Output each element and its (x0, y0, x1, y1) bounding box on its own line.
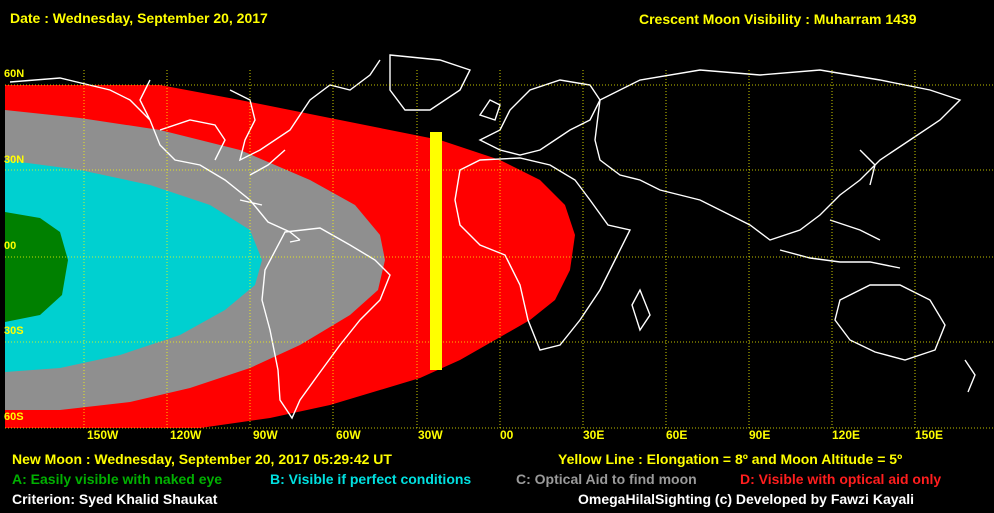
lat-label-60s: 60S (4, 411, 24, 423)
criterion-label: Criterion: Syed Khalid Shaukat (12, 491, 218, 507)
legend-d: D: Visible with optical aid only (740, 471, 942, 487)
greenland-coast (389, 54, 471, 111)
lon-label-90w: 90W (253, 428, 278, 442)
lon-label-150e: 150E (915, 428, 944, 442)
legend-c: C: Optical Aid to find moon (516, 471, 697, 487)
lon-label-60w: 60W (336, 428, 361, 442)
zone-a-naked-eye (5, 212, 68, 322)
coastlines (9, 54, 976, 420)
lon-label-120e: 120E (832, 428, 861, 442)
map-title: Crescent Moon Visibility : Muharram 1439 (639, 11, 917, 27)
lon-label-120w: 120W (170, 428, 202, 442)
lat-label-30s: 30S (4, 325, 24, 337)
lon-label-60e: 60E (666, 428, 688, 442)
lon-label-150w: 150W (87, 428, 119, 442)
visibility-zones (5, 85, 575, 428)
lon-label-00: 00 (500, 428, 514, 442)
yellow-line (430, 132, 442, 370)
credit-label: OmegaHilalSighting (c) Developed by Fawz… (578, 491, 915, 507)
legend-b: B: Visible if perfect conditions (270, 471, 472, 487)
yellow-line-label: Yellow Line : Elongation = 8º and Moon A… (558, 451, 903, 467)
indonesia-coast (779, 249, 901, 269)
north-america-coast (9, 59, 381, 243)
africa-coast (454, 157, 651, 351)
europe-coast (478, 79, 601, 156)
new-moon-label: New Moon : Wednesday, September 20, 2017… (12, 451, 392, 467)
lon-label-30e: 30E (583, 428, 605, 442)
lon-label-30w: 30W (418, 428, 443, 442)
asia-coast (594, 69, 962, 241)
lon-label-90e: 90E (749, 428, 771, 442)
south-america-coast (261, 227, 391, 420)
zone-b-perfect-conditions (5, 160, 262, 372)
date-label: Date : Wednesday, September 20, 2017 (10, 10, 268, 26)
lat-label-60n: 60N (4, 68, 25, 80)
lat-label-00: 00 (4, 240, 17, 252)
australia-coast (834, 284, 946, 361)
legend-a: A: Easily visible with naked eye (12, 471, 223, 487)
lat-label-30n: 30N (4, 154, 25, 166)
new-zealand-coast (964, 359, 976, 393)
